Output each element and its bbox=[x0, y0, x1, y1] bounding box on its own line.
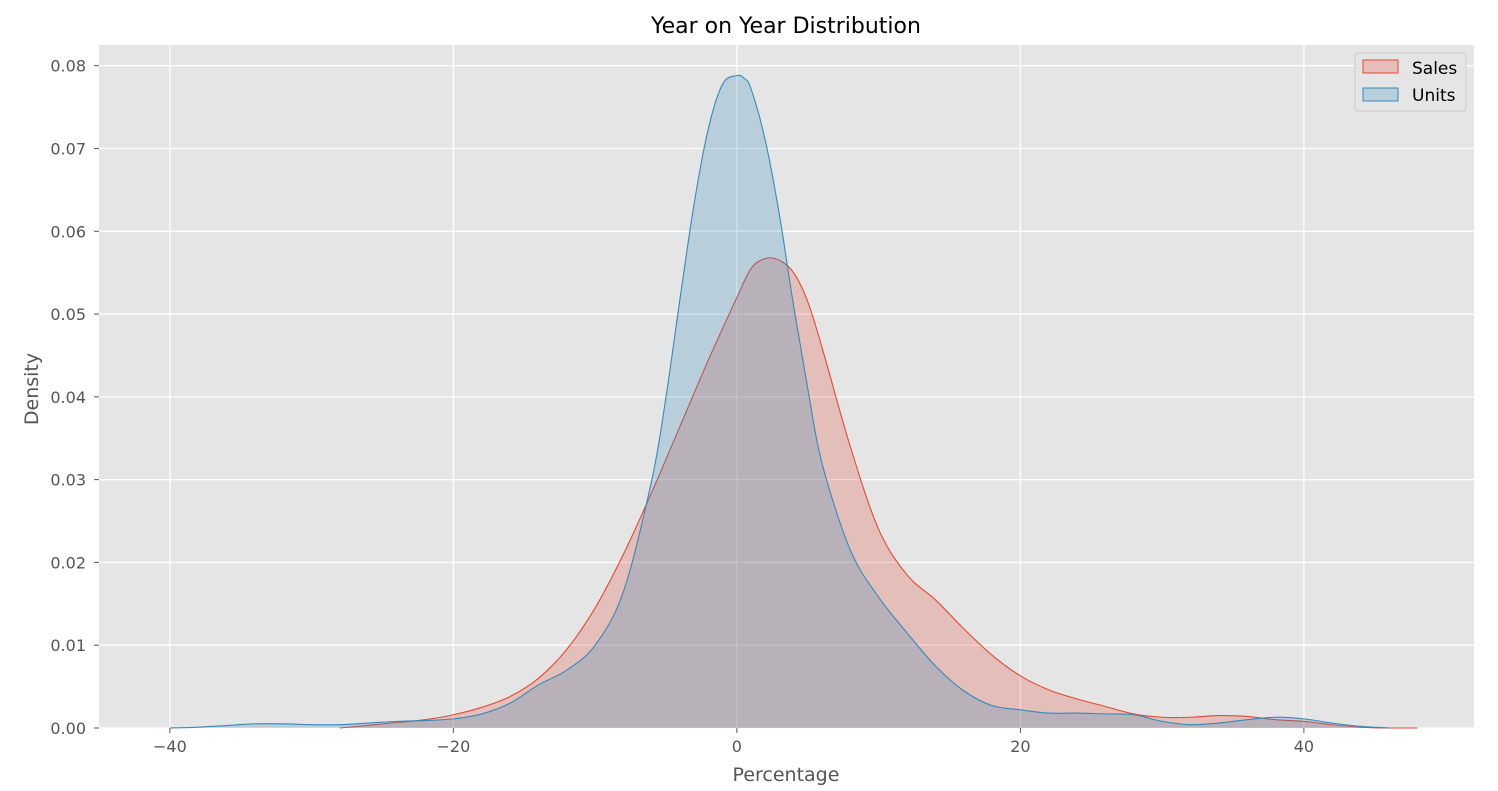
y-tick-label: 0.00 bbox=[50, 719, 86, 738]
series-layer bbox=[169, 74, 1418, 729]
plot-background bbox=[99, 45, 1474, 728]
x-axis-label: Percentage bbox=[733, 764, 840, 786]
grid-lines bbox=[99, 45, 1474, 729]
legend-swatch-units bbox=[1362, 87, 1399, 102]
y-tick-label: 0.07 bbox=[50, 139, 86, 158]
x-tick-label: −20 bbox=[436, 737, 470, 756]
series-line-sales bbox=[339, 257, 1418, 729]
series-area-sales bbox=[339, 257, 1418, 728]
series-line-units bbox=[169, 74, 1389, 729]
legend-swatch-sales bbox=[1362, 59, 1399, 74]
legend-label-units: Units bbox=[1412, 86, 1456, 106]
x-tick-label: 40 bbox=[1294, 737, 1314, 756]
y-axis-label: Density bbox=[21, 353, 43, 425]
y-tick-label: 0.01 bbox=[50, 636, 86, 655]
x-tick-label: 20 bbox=[1010, 737, 1030, 756]
x-tick-label: 0 bbox=[732, 737, 742, 756]
y-tick-label: 0.04 bbox=[50, 388, 86, 407]
y-axis-ticks: 0.00 0.01 0.02 0.03 0.04 0.05 0.06 0.07 0.08 bbox=[50, 57, 99, 738]
y-tick-label: 0.02 bbox=[50, 553, 86, 572]
legend-label-sales: Sales bbox=[1412, 59, 1457, 79]
series-area-units bbox=[169, 75, 1389, 729]
y-tick-label: 0.08 bbox=[50, 57, 86, 76]
chart-title: Year on Year Distribution bbox=[650, 14, 921, 39]
legend: Sales Units bbox=[1354, 52, 1467, 112]
y-tick-label: 0.05 bbox=[50, 305, 86, 324]
legend-box bbox=[1354, 52, 1467, 112]
y-tick-label: 0.06 bbox=[50, 222, 86, 241]
x-tick-label: −40 bbox=[153, 737, 187, 756]
y-tick-label: 0.03 bbox=[50, 471, 86, 490]
x-axis-ticks: −40 −20 0 20 40 bbox=[153, 728, 1314, 756]
